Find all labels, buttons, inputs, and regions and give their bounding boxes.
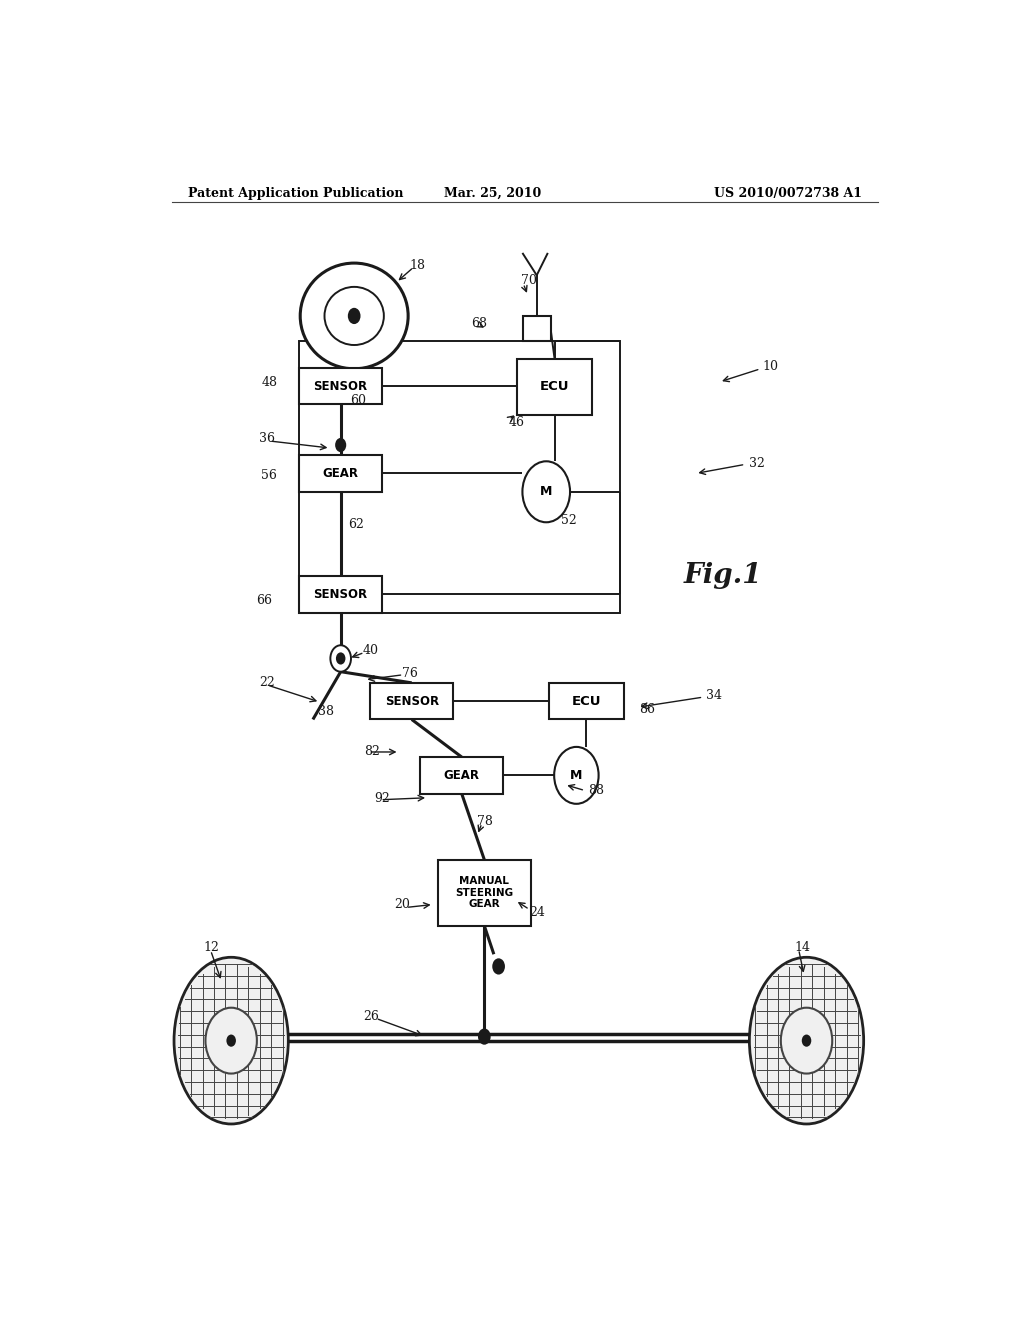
- Text: 92: 92: [374, 792, 390, 805]
- Text: 60: 60: [350, 393, 367, 407]
- Text: SENSOR: SENSOR: [385, 694, 438, 708]
- FancyBboxPatch shape: [517, 359, 592, 414]
- Text: 70: 70: [521, 273, 537, 286]
- Text: ECU: ECU: [540, 380, 569, 393]
- Text: 52: 52: [560, 513, 577, 527]
- Circle shape: [336, 652, 345, 664]
- Text: 56: 56: [261, 469, 278, 482]
- Text: 14: 14: [795, 941, 811, 953]
- Text: 78: 78: [477, 814, 494, 828]
- FancyBboxPatch shape: [370, 682, 454, 719]
- Circle shape: [781, 1007, 833, 1073]
- Text: Mar. 25, 2010: Mar. 25, 2010: [444, 187, 542, 199]
- Text: 62: 62: [348, 517, 365, 531]
- Circle shape: [493, 958, 505, 974]
- FancyBboxPatch shape: [523, 315, 551, 342]
- Text: Patent Application Publication: Patent Application Publication: [187, 187, 403, 199]
- Ellipse shape: [300, 263, 409, 368]
- Text: ECU: ECU: [571, 694, 601, 708]
- Text: 88: 88: [588, 784, 604, 797]
- FancyBboxPatch shape: [437, 859, 531, 925]
- Text: GEAR: GEAR: [443, 768, 479, 781]
- Circle shape: [554, 747, 599, 804]
- Ellipse shape: [325, 286, 384, 345]
- Circle shape: [802, 1035, 811, 1047]
- Text: 24: 24: [529, 906, 546, 919]
- FancyBboxPatch shape: [299, 576, 382, 612]
- Circle shape: [331, 645, 351, 672]
- Text: 34: 34: [706, 689, 722, 701]
- Text: 38: 38: [318, 705, 335, 718]
- Circle shape: [335, 438, 346, 453]
- FancyBboxPatch shape: [420, 758, 504, 793]
- Text: M: M: [570, 768, 583, 781]
- Text: 76: 76: [401, 667, 418, 680]
- Text: GEAR: GEAR: [323, 467, 358, 480]
- Text: 36: 36: [259, 433, 274, 445]
- Circle shape: [522, 461, 570, 523]
- Text: 22: 22: [259, 676, 274, 689]
- Circle shape: [226, 1035, 236, 1047]
- Text: 10: 10: [763, 360, 779, 374]
- FancyBboxPatch shape: [549, 682, 624, 719]
- Text: 82: 82: [365, 746, 380, 759]
- Text: 40: 40: [362, 644, 379, 657]
- Text: 66: 66: [257, 594, 272, 607]
- Circle shape: [348, 308, 360, 325]
- Text: M: M: [540, 486, 552, 498]
- Text: 86: 86: [639, 702, 655, 715]
- FancyBboxPatch shape: [299, 368, 382, 404]
- Text: Fig.1: Fig.1: [684, 561, 762, 589]
- FancyBboxPatch shape: [299, 455, 382, 492]
- Text: 46: 46: [509, 416, 525, 429]
- Text: SENSOR: SENSOR: [313, 380, 368, 392]
- Text: 12: 12: [204, 941, 219, 953]
- Text: MANUAL
STEERING
GEAR: MANUAL STEERING GEAR: [456, 876, 513, 909]
- Ellipse shape: [750, 957, 863, 1125]
- Text: US 2010/0072738 A1: US 2010/0072738 A1: [714, 187, 862, 199]
- Ellipse shape: [174, 957, 289, 1125]
- Text: 68: 68: [471, 317, 486, 330]
- Text: 32: 32: [749, 457, 765, 470]
- Text: 20: 20: [394, 898, 410, 911]
- Text: 26: 26: [362, 1010, 379, 1023]
- Text: SENSOR: SENSOR: [313, 587, 368, 601]
- Circle shape: [478, 1028, 490, 1044]
- Text: 18: 18: [410, 259, 426, 272]
- Text: 48: 48: [261, 375, 278, 388]
- Circle shape: [206, 1007, 257, 1073]
